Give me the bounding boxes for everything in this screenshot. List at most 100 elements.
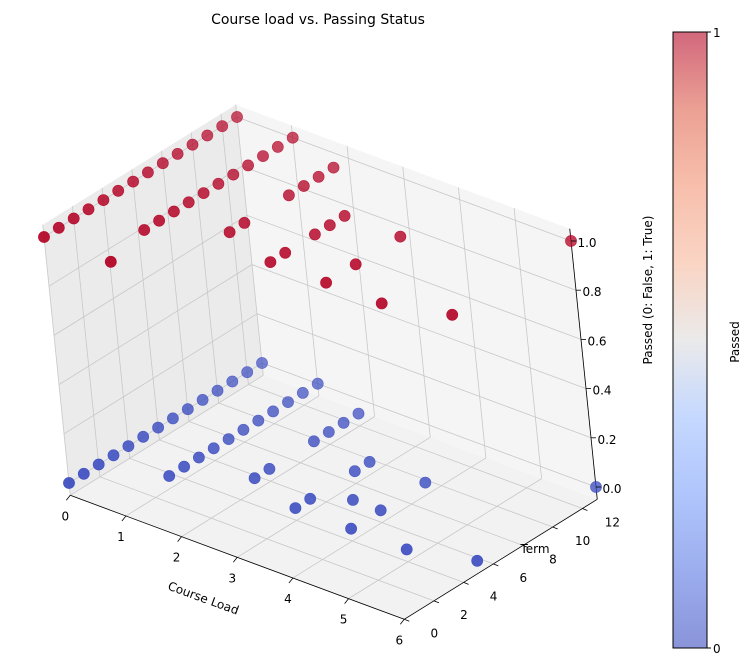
grid-line-y (159, 439, 494, 565)
data-point (374, 504, 387, 517)
data-point (82, 203, 95, 216)
grid-line-x (292, 457, 487, 579)
x-tick-label: 1 (117, 530, 125, 544)
grid-line-z (256, 313, 592, 439)
colorbar-tick-min: 0 (713, 642, 721, 656)
data-point (282, 189, 295, 202)
grid-line-y (248, 384, 583, 509)
colorbar-tick-max: 1 (713, 26, 721, 40)
data-point (197, 187, 210, 199)
grid-line-y (131, 169, 160, 440)
x-tick-mark (232, 557, 238, 563)
data-point (163, 470, 176, 482)
grid-line-x (348, 478, 542, 599)
chart-title: Course load vs. Passing Status (211, 12, 425, 28)
data-point (271, 140, 284, 153)
grid-line-y (129, 458, 464, 583)
grid-line-x (291, 125, 320, 397)
colorbar: 1 0 Passed (672, 26, 742, 656)
grid-line-y (99, 476, 435, 602)
data-point (216, 120, 229, 133)
data-point (352, 407, 365, 420)
data-point (286, 131, 299, 144)
x-tick-mark (288, 577, 294, 584)
grid-line-x (70, 374, 264, 496)
data-point (337, 416, 350, 429)
data-point (171, 147, 184, 160)
grid-line-y (218, 402, 553, 528)
grid-line-x (237, 436, 431, 558)
data-point (97, 194, 110, 206)
y-tick-label: 10 (575, 534, 590, 548)
data-point (92, 458, 105, 471)
grid-line-z (53, 215, 248, 336)
data-point (256, 357, 268, 369)
y-tick-mark (552, 526, 558, 530)
x-tick-mark (344, 598, 349, 604)
grid-line-y (220, 113, 249, 385)
grid-line-x (458, 187, 487, 459)
left-pane (42, 104, 264, 496)
data-point (248, 472, 261, 485)
data-point (211, 384, 224, 397)
data-point (201, 129, 214, 142)
data-point (279, 246, 292, 259)
data-point (207, 442, 220, 455)
grid-line-x (402, 166, 431, 438)
data-point (296, 386, 309, 399)
data-point (348, 465, 361, 478)
data-point (167, 205, 180, 218)
x-tick-label: 2 (173, 551, 181, 565)
data-point (231, 111, 243, 123)
data-point (166, 412, 179, 425)
data-point (222, 433, 235, 445)
data-point (153, 214, 165, 227)
data-point (186, 138, 199, 151)
data-point (252, 414, 265, 427)
y-tick-label: 4 (490, 589, 498, 603)
data-point (338, 209, 351, 222)
data-point (263, 462, 276, 475)
data-point (107, 449, 120, 462)
data-point (152, 421, 164, 434)
data-point (192, 451, 205, 464)
grid-line-z (63, 313, 258, 435)
data-point (52, 221, 65, 234)
y-tick-mark (433, 600, 440, 604)
colorbar-gradient (672, 31, 708, 649)
data-point (178, 460, 190, 473)
data-point (400, 543, 413, 556)
y-tick-mark (463, 582, 469, 585)
data-point (264, 256, 277, 268)
data-point (282, 396, 294, 408)
data-point (394, 230, 407, 243)
data-point (289, 502, 302, 514)
data-point (237, 423, 250, 436)
data-point (320, 276, 332, 289)
data-point (267, 405, 279, 418)
data-point (307, 435, 320, 448)
z-tick-label: 0.6 (587, 334, 606, 348)
y-tick-mark (522, 545, 529, 548)
data-point (242, 159, 254, 172)
data-point (137, 430, 150, 443)
z-axis-line (569, 228, 598, 500)
y-tick-mark (582, 508, 588, 511)
data-point (327, 161, 340, 174)
data-point (363, 455, 376, 468)
y-tick-label: 6 (519, 571, 527, 585)
data-point (226, 375, 239, 388)
data-point (156, 157, 169, 170)
data-point (308, 228, 321, 241)
grid-line-y (72, 206, 101, 477)
grid-line-x (181, 416, 375, 537)
grid-line-z (241, 165, 577, 291)
data-point (227, 168, 240, 181)
z-tick-label: 0.2 (597, 433, 616, 447)
grid-line-y (190, 132, 220, 404)
data-point (312, 170, 325, 183)
y-tick-label: 12 (605, 516, 620, 530)
data-point (138, 224, 151, 236)
